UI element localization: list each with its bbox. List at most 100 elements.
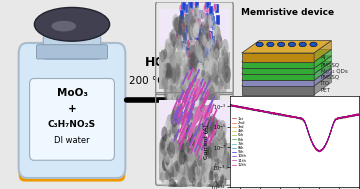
Circle shape [214,70,217,77]
Circle shape [191,15,196,27]
Circle shape [206,116,209,123]
4th [339,117,344,119]
6th [228,104,232,106]
Text: HCL: HCL [145,56,172,69]
Circle shape [206,97,211,109]
Circle shape [207,154,213,168]
Circle shape [187,113,190,120]
8th [310,142,315,144]
12th [339,117,344,120]
1st [357,113,360,115]
Circle shape [168,94,175,109]
Circle shape [162,49,167,60]
Circle shape [169,67,176,84]
Circle shape [162,170,169,188]
FancyBboxPatch shape [19,43,125,178]
Circle shape [181,164,184,169]
Circle shape [166,114,174,132]
5th [357,113,360,115]
Circle shape [222,136,226,143]
Bar [185,25,189,34]
Circle shape [162,134,170,151]
Circle shape [179,4,183,12]
Circle shape [186,165,190,172]
Bar [202,66,206,75]
Circle shape [194,55,198,64]
Circle shape [183,54,185,58]
Circle shape [186,93,189,99]
Line: 1st: 1st [230,105,359,152]
Circle shape [211,155,213,159]
Circle shape [207,113,213,127]
Circle shape [212,21,215,28]
Circle shape [212,154,215,160]
Circle shape [170,77,177,95]
Polygon shape [242,68,314,74]
Circle shape [189,106,192,112]
Circle shape [176,103,183,119]
Circle shape [187,124,192,135]
Circle shape [183,130,185,136]
Circle shape [189,12,193,23]
Circle shape [184,149,191,166]
Circle shape [214,122,216,127]
8th [357,114,360,116]
Bar [189,26,193,35]
Circle shape [210,135,213,141]
Bar [212,21,216,30]
Circle shape [208,102,210,108]
Circle shape [205,32,208,40]
Circle shape [203,183,210,189]
Circle shape [183,149,189,161]
Circle shape [193,22,199,38]
Circle shape [196,88,202,102]
Circle shape [221,40,229,58]
Circle shape [190,14,192,19]
Circle shape [205,156,211,172]
Circle shape [200,8,207,25]
Circle shape [182,129,185,135]
Circle shape [193,32,197,40]
Bar [209,31,213,41]
Circle shape [167,90,175,107]
Circle shape [183,43,186,51]
Circle shape [176,86,183,101]
Circle shape [210,67,217,82]
11th [339,117,344,119]
Circle shape [192,17,195,25]
Bar [201,22,204,31]
Circle shape [197,136,202,149]
Circle shape [218,57,225,74]
Circle shape [187,40,190,48]
Circle shape [167,175,170,181]
Circle shape [195,114,197,118]
Circle shape [169,138,174,149]
Circle shape [172,124,176,134]
11th [303,121,307,124]
Circle shape [179,109,181,115]
Circle shape [172,108,177,121]
Circle shape [203,101,205,106]
Circle shape [198,114,202,122]
Circle shape [196,103,200,114]
Circle shape [194,180,200,189]
Circle shape [205,100,208,108]
Circle shape [190,22,192,27]
Circle shape [162,157,168,171]
Circle shape [175,132,178,139]
Circle shape [208,97,211,103]
Circle shape [190,108,192,113]
Circle shape [183,8,186,16]
Circle shape [221,64,229,81]
Circle shape [174,135,177,142]
Circle shape [202,105,207,118]
12th [326,137,330,139]
Circle shape [194,106,198,115]
Circle shape [203,175,207,183]
Circle shape [163,149,167,157]
Circle shape [190,139,193,145]
Circle shape [198,64,204,77]
Circle shape [188,134,191,142]
Circle shape [192,68,196,77]
Circle shape [189,112,194,125]
